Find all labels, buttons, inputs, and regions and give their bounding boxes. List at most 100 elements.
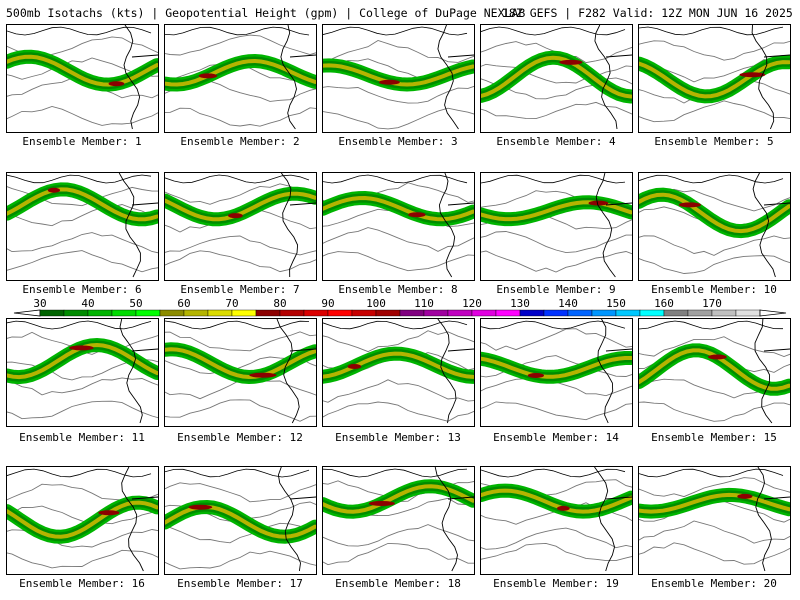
colorbar-tick-label: 90 [321, 297, 335, 310]
colorbar-tick-label: 80 [273, 297, 287, 310]
jet-stream-map [7, 467, 158, 572]
coastline [119, 319, 143, 424]
jet-band-inner [639, 60, 790, 99]
header-title: 500mb Isotachs (kts) | Geopotential Heig… [6, 6, 526, 20]
northern-coastline [165, 320, 310, 330]
member-caption: Ensemble Member: 16 [19, 577, 145, 590]
jet-stream-map [481, 319, 632, 424]
ensemble-map-panel [164, 24, 317, 133]
northern-coastline [323, 174, 468, 184]
country-border [763, 202, 790, 206]
coastline [437, 319, 457, 424]
coastline [123, 25, 141, 130]
colorbar-tick-label: 60 [177, 297, 191, 310]
height-contour [481, 527, 632, 550]
member-caption: Ensemble Member: 14 [493, 431, 619, 444]
member-caption: Ensemble Member: 2 [180, 135, 300, 148]
ensemble-map-panel [638, 24, 791, 133]
coastline [434, 467, 458, 572]
colorbar-swatch [567, 309, 593, 317]
height-contour [165, 482, 316, 503]
height-contour [323, 524, 474, 547]
colorbar-swatch [303, 309, 329, 317]
colorbar-tick-label: 70 [225, 297, 239, 310]
ensemble-map-panel [322, 466, 475, 575]
colorbar-swatch [423, 309, 449, 317]
colorbar-swatch [87, 309, 113, 317]
colorbar-swatch [639, 309, 665, 317]
jet-core [557, 505, 570, 511]
jet-band-inner [323, 63, 474, 87]
jet-core [739, 72, 766, 78]
member-caption: Ensemble Member: 10 [651, 283, 777, 296]
height-contour [165, 107, 316, 127]
height-contour [165, 250, 316, 273]
colorbar-swatch [231, 309, 257, 317]
northern-coastline [481, 320, 626, 330]
jet-core [347, 364, 362, 370]
height-contour [165, 399, 316, 422]
ensemble-map-panel [164, 172, 317, 281]
coastline [594, 467, 615, 572]
country-border [289, 348, 316, 352]
colorbar-tick-label: 150 [606, 297, 626, 310]
height-contour [7, 505, 158, 526]
coastline [597, 319, 614, 424]
jet-core [198, 73, 218, 79]
member-caption: Ensemble Member: 17 [177, 577, 303, 590]
jet-band-inner [639, 492, 790, 514]
jet-stream-map [7, 319, 158, 424]
jet-stream-map [165, 173, 316, 278]
height-contour [165, 34, 316, 56]
country-border [447, 202, 474, 206]
colorbar-swatch [111, 309, 137, 317]
colorbar-swatch [255, 309, 281, 317]
height-contour [323, 379, 474, 403]
jet-stream-map [481, 25, 632, 130]
northern-coastline [323, 320, 468, 330]
jet-core [737, 493, 753, 499]
jet-stream-map [7, 173, 158, 278]
ensemble-map-panel [164, 466, 317, 575]
colorbar-swatch [447, 309, 473, 317]
height-contour [323, 251, 474, 272]
jet-band-inner [323, 351, 474, 379]
country-border [131, 54, 158, 58]
colorbar-swatch [135, 309, 161, 317]
jet-stream-map [323, 467, 474, 572]
member-caption: Ensemble Member: 19 [493, 577, 619, 590]
ensemble-map-panel [6, 172, 159, 281]
northern-coastline [7, 468, 152, 478]
colorbar-swatch [159, 309, 185, 317]
northern-coastline [639, 26, 784, 36]
ensemble-map-panel [6, 466, 159, 575]
colorbar-swatch [663, 309, 689, 317]
height-contour [639, 255, 790, 274]
colorbar-swatch [399, 309, 425, 317]
height-contour [481, 63, 632, 84]
height-contour [481, 355, 632, 378]
jet-stream-map [323, 173, 474, 278]
height-contour [7, 204, 158, 227]
colorbar-tick-label: 40 [81, 297, 95, 310]
jet-core [379, 79, 400, 85]
country-border [447, 54, 474, 58]
height-contour [639, 520, 790, 544]
country-border [605, 54, 632, 58]
coastline [118, 173, 141, 278]
member-caption: Ensemble Member: 4 [496, 135, 616, 148]
colorbar-swatch [279, 309, 305, 317]
colorbar-tick-label: 120 [462, 297, 482, 310]
northern-coastline [481, 174, 626, 184]
colorbar-tick-label: 160 [654, 297, 674, 310]
height-contour [323, 40, 474, 63]
jet-core [69, 345, 94, 351]
jet-band-inner [7, 187, 158, 222]
colorbar-swatch [543, 309, 569, 317]
header-run-info: 18Z GEFS | F282 Valid: 12Z MON JUN 16 20… [502, 6, 793, 20]
jet-stream-map [323, 25, 474, 130]
colorbar-swatch [183, 309, 209, 317]
northern-coastline [639, 174, 784, 184]
height-contour [481, 250, 632, 273]
northern-coastline [7, 320, 152, 330]
